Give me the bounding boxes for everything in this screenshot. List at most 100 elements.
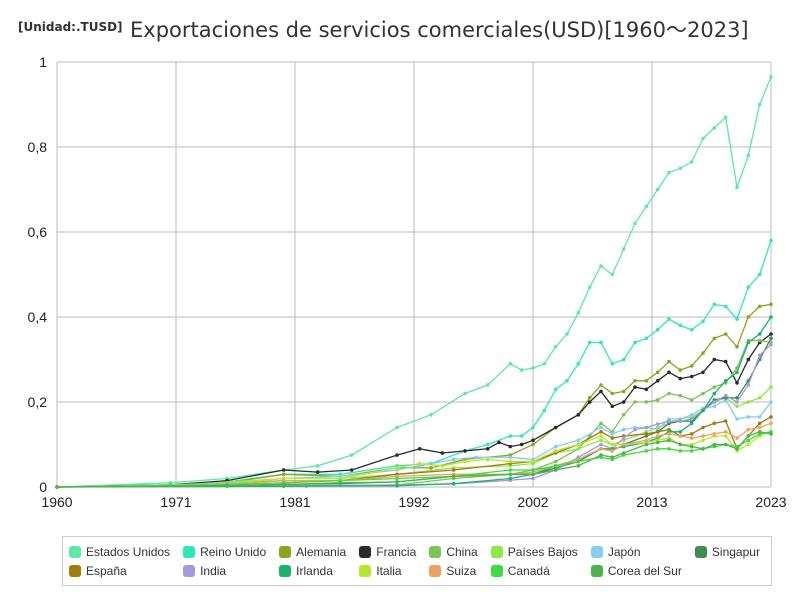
data-point	[769, 336, 773, 341]
data-point	[712, 421, 717, 426]
legend-label: Canadá	[507, 563, 550, 578]
data-point	[553, 468, 558, 472]
data-point	[553, 449, 558, 453]
series-line	[56, 76, 772, 488]
data-point	[599, 430, 603, 434]
data-point	[712, 391, 717, 396]
data-point	[553, 387, 558, 392]
data-point	[712, 357, 717, 362]
data-point	[712, 302, 717, 307]
data-point	[55, 485, 59, 489]
legend-label: Irlanda	[296, 563, 333, 578]
legend-item: Italia	[359, 564, 421, 578]
legend-item: Japón	[590, 544, 687, 559]
data-point	[553, 425, 558, 430]
data-point	[497, 440, 501, 445]
legend-item: Países Bajos	[490, 545, 583, 559]
data-point	[599, 389, 603, 394]
data-point	[689, 449, 694, 453]
data-point	[621, 436, 626, 440]
data-point	[712, 336, 717, 341]
data-point	[610, 391, 615, 396]
data-point	[769, 315, 773, 319]
data-point	[769, 302, 773, 307]
data-point	[723, 419, 728, 423]
data-point	[576, 459, 581, 464]
data-point	[349, 468, 354, 472]
data-point	[485, 457, 490, 462]
legend-item: Estados Unidos	[69, 545, 175, 559]
data-point	[712, 385, 717, 389]
data-point	[712, 442, 717, 447]
data-point	[531, 468, 535, 472]
data-point	[757, 396, 762, 400]
data-point	[678, 434, 683, 438]
series-line	[56, 333, 772, 488]
data-point	[678, 166, 683, 171]
data-point	[349, 453, 354, 457]
legend-label: Japón	[607, 544, 641, 559]
data-point	[667, 432, 671, 436]
chart-title: Exportaciones de servicios comerciales(U…	[130, 18, 749, 42]
data-point	[633, 340, 637, 345]
data-point	[735, 345, 739, 349]
data-point	[281, 482, 286, 487]
data-point	[689, 436, 694, 440]
data-point	[655, 370, 660, 375]
data-point	[678, 449, 683, 453]
legend-swatch	[429, 545, 442, 558]
data-point	[395, 483, 399, 488]
data-point	[769, 432, 773, 436]
data-point	[576, 442, 581, 447]
data-point	[610, 449, 615, 453]
data-point	[735, 396, 739, 400]
legend-item: Francia	[359, 545, 421, 559]
data-point	[599, 447, 603, 451]
data-point	[723, 442, 728, 447]
data-point	[587, 400, 592, 404]
legend-swatch	[429, 564, 442, 577]
data-point	[655, 430, 660, 434]
data-point	[644, 449, 649, 453]
legend-swatch	[69, 545, 81, 558]
data-point	[610, 272, 615, 277]
legend-item: Irlanda	[279, 564, 351, 578]
data-point	[701, 425, 705, 430]
data-point	[678, 323, 683, 328]
data-point	[689, 417, 694, 421]
data-point	[610, 404, 615, 409]
legend-swatch	[590, 545, 603, 558]
data-point	[531, 366, 535, 370]
data-point	[735, 404, 739, 409]
data-point	[769, 342, 773, 347]
data-point	[746, 340, 751, 345]
data-point	[769, 238, 773, 243]
data-point	[633, 379, 637, 383]
data-point	[735, 370, 739, 375]
data-point	[735, 417, 739, 421]
data-point	[576, 438, 581, 443]
data-point	[723, 430, 728, 434]
data-point	[655, 422, 660, 426]
data-point	[757, 338, 762, 343]
data-point	[769, 421, 773, 426]
data-point	[395, 453, 399, 457]
data-point	[667, 419, 671, 423]
data-point	[678, 419, 683, 423]
data-point	[644, 387, 649, 392]
data-point	[576, 413, 581, 417]
data-point	[655, 328, 660, 332]
legend-swatch	[359, 545, 372, 558]
data-point	[701, 391, 705, 396]
data-point	[519, 442, 524, 447]
data-point	[633, 385, 637, 389]
legend-label: Alemania	[296, 544, 347, 559]
data-point	[644, 400, 649, 404]
data-point	[644, 438, 649, 443]
data-point	[599, 438, 603, 443]
series-0	[55, 75, 773, 489]
data-point	[735, 447, 739, 451]
data-point	[463, 449, 467, 453]
data-point	[757, 272, 762, 277]
data-point	[621, 400, 626, 404]
